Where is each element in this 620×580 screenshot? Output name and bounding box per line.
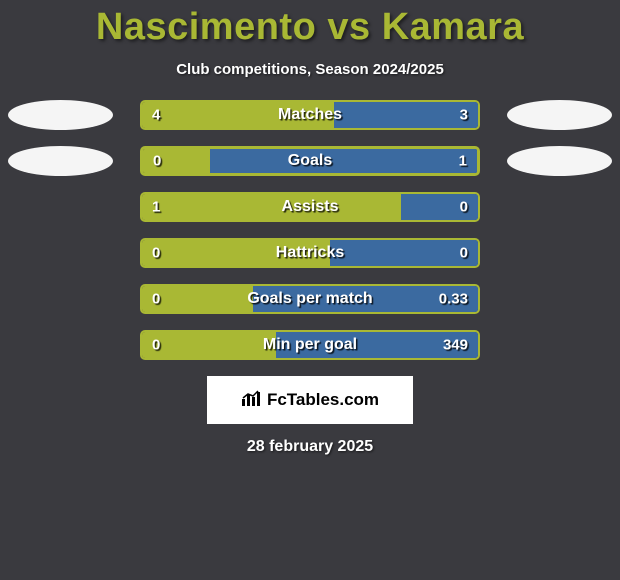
stat-row: 0 1 Goals	[0, 146, 620, 176]
stat-value-right: 0.33	[439, 291, 468, 308]
stat-bar: 0 0 Hattricks	[140, 238, 480, 268]
avatar-left	[8, 146, 113, 176]
stat-bar: 4 3 Matches	[140, 100, 480, 130]
stat-bar: 1 0 Assists	[140, 192, 480, 222]
title-vs: vs	[327, 6, 370, 48]
stat-fill-right	[330, 240, 478, 266]
stat-value-right: 0	[460, 245, 468, 262]
stat-bar: 0 349 Min per goal	[140, 330, 480, 360]
stat-value-right: 1	[459, 153, 467, 170]
avatar-right	[507, 100, 612, 130]
stat-label: Goals per match	[247, 290, 372, 308]
page-title: Nascimento vs Kamara	[0, 0, 620, 49]
avatar-left	[8, 100, 113, 130]
comparison-chart: 4 3 Matches 0 1 Goals 1 0 Assists 0 0 Hattricks 0 0.3…	[0, 100, 620, 360]
stat-row: 1 0 Assists	[0, 192, 620, 222]
stat-value-left: 0	[153, 153, 161, 170]
stat-value-left: 0	[152, 337, 160, 354]
stat-fill-left	[142, 194, 401, 220]
stat-label: Goals	[288, 152, 332, 170]
stat-row: 0 0 Hattricks	[0, 238, 620, 268]
stat-value-left: 0	[152, 245, 160, 262]
avatar-right	[507, 146, 612, 176]
stat-value-left: 4	[152, 107, 160, 124]
date-label: 28 february 2025	[0, 438, 620, 456]
chart-icon	[241, 389, 263, 412]
stat-label: Matches	[278, 106, 342, 124]
stat-row: 0 0.33 Goals per match	[0, 284, 620, 314]
stat-label: Min per goal	[263, 336, 357, 354]
stat-bar: 0 0.33 Goals per match	[140, 284, 480, 314]
stat-label: Hattricks	[276, 244, 344, 262]
stat-row: 0 349 Min per goal	[0, 330, 620, 360]
subtitle: Club competitions, Season 2024/2025	[0, 61, 620, 78]
stat-bar: 0 1 Goals	[140, 146, 480, 176]
stat-label: Assists	[282, 198, 339, 216]
stat-fill-right	[334, 102, 478, 128]
stat-value-left: 0	[152, 291, 160, 308]
stat-value-right: 3	[460, 107, 468, 124]
stat-value-right: 0	[460, 199, 468, 216]
stat-row: 4 3 Matches	[0, 100, 620, 130]
stat-value-left: 1	[152, 199, 160, 216]
brand-text: FcTables.com	[267, 390, 379, 410]
player-left-name: Nascimento	[96, 6, 316, 48]
stat-fill-left	[142, 332, 276, 358]
stat-fill-right	[210, 149, 477, 173]
stat-value-right: 349	[443, 337, 468, 354]
brand-badge[interactable]: FcTables.com	[207, 376, 413, 424]
player-right-name: Kamara	[382, 6, 524, 48]
